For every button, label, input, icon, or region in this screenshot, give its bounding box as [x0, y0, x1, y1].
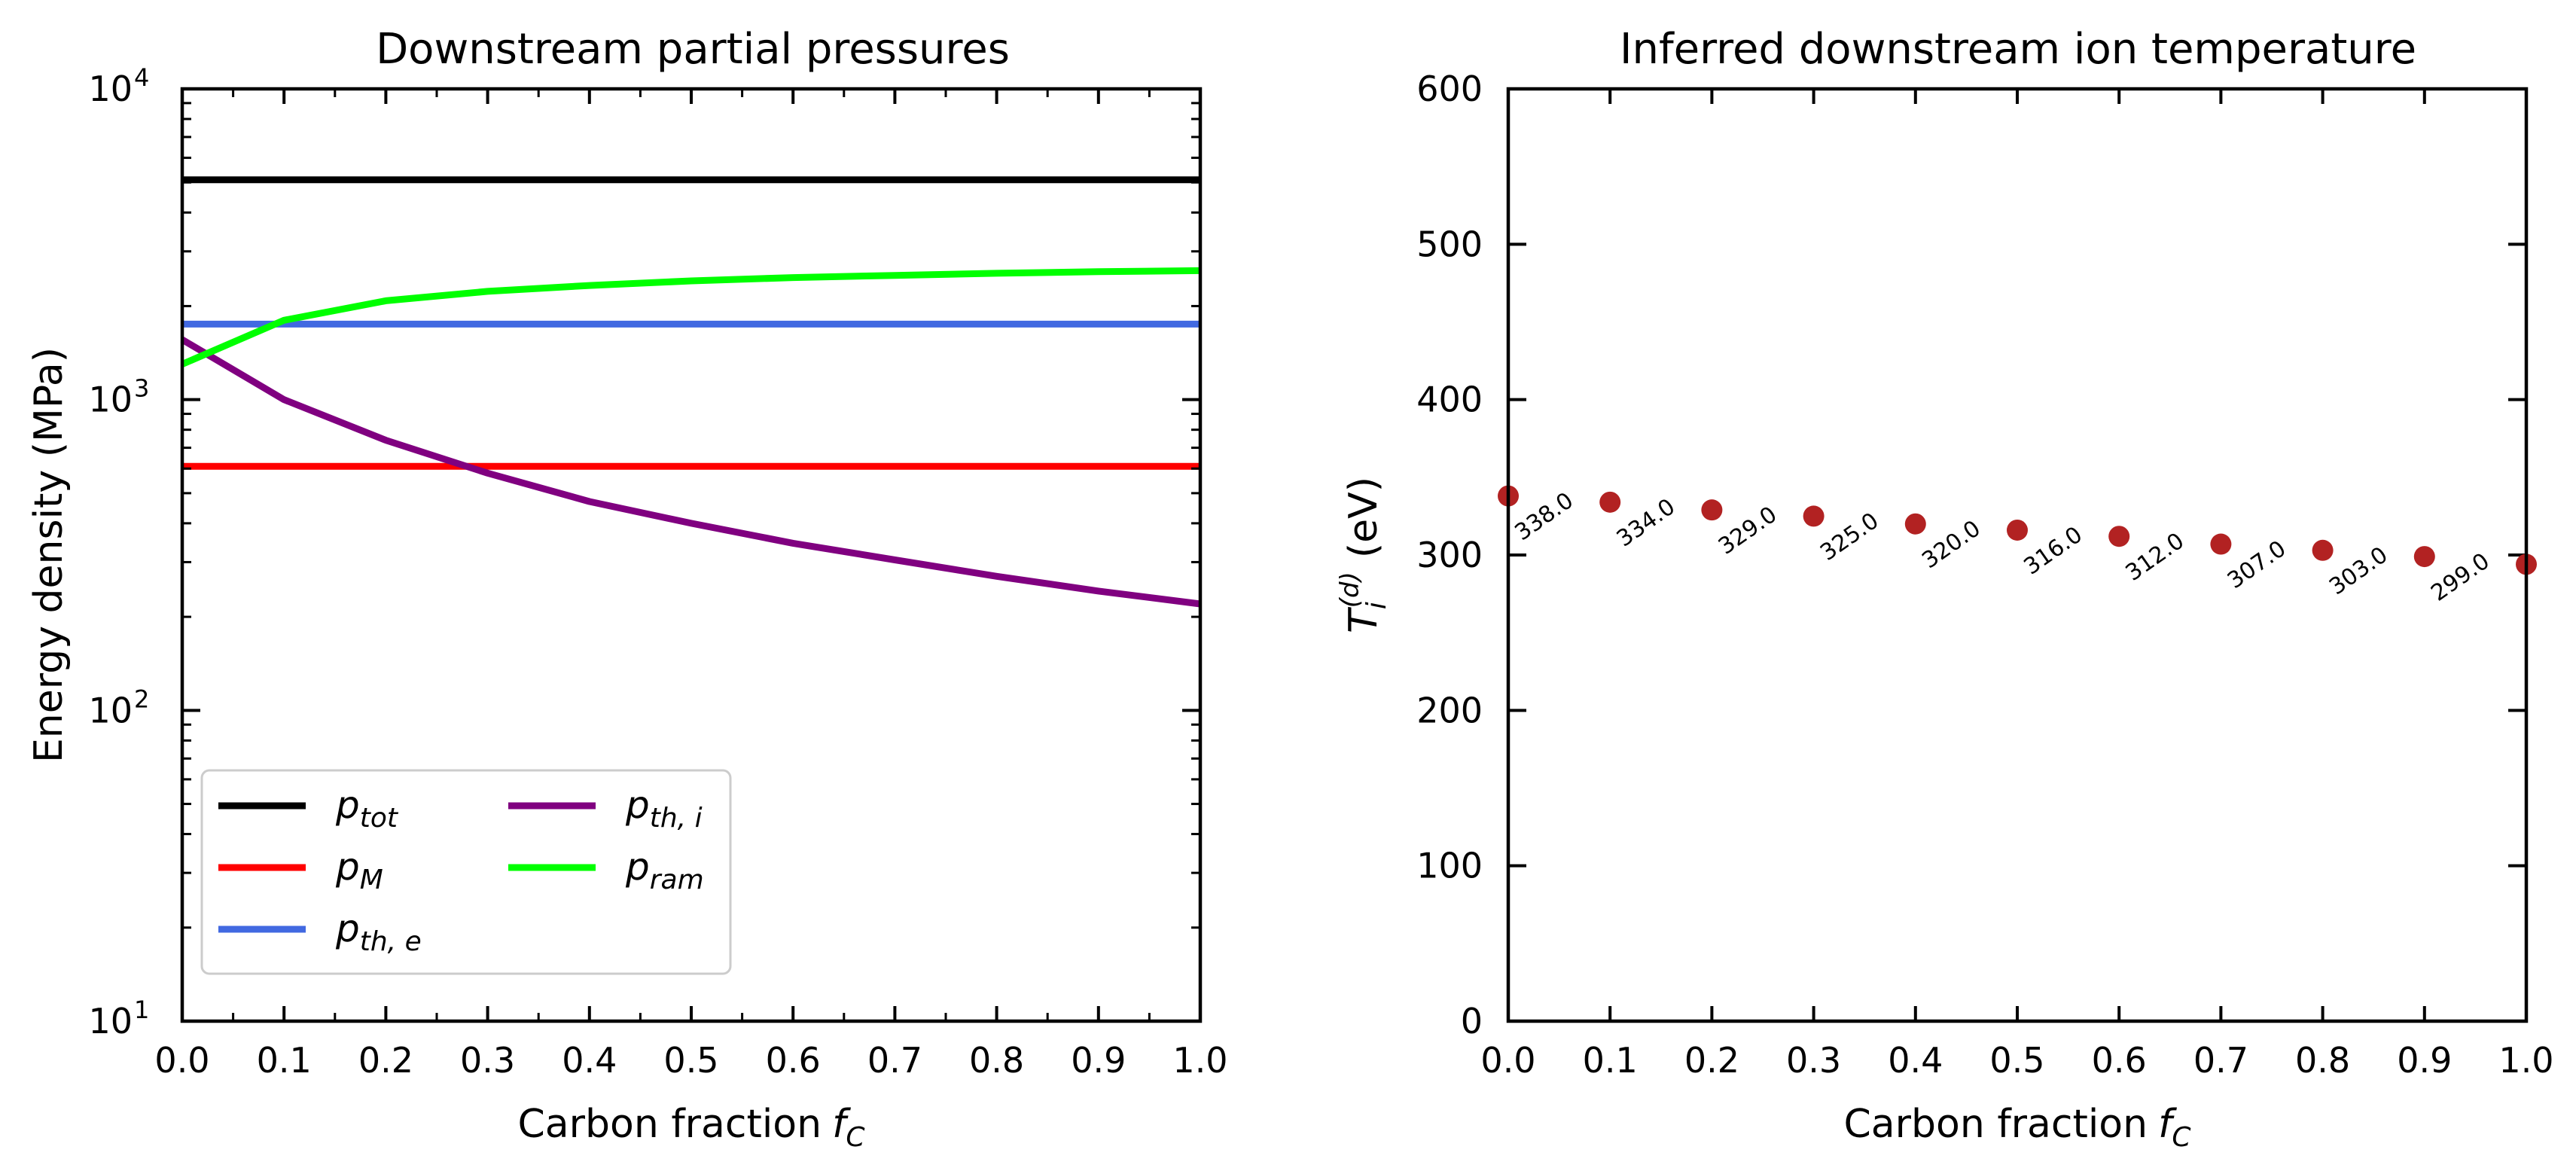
left-chart-frame [180, 87, 1203, 1023]
left-xlabel-text: Carbon fraction [517, 1102, 822, 1147]
right-ylabel-sup: (d) [1335, 572, 1365, 608]
data-label: 303.0 [2324, 541, 2392, 600]
legend-label-main: p [335, 783, 360, 827]
left-x-tick-label: 0.8 [969, 1040, 1024, 1081]
series-line-pram [181, 267, 1201, 367]
left-x-tick-label: 0.3 [460, 1040, 515, 1081]
left-chart-title: Downstream partial pressures [376, 25, 1010, 74]
left-y-tick-label: 10 [88, 690, 133, 730]
data-point [1701, 499, 1723, 521]
legend-label-main: p [625, 845, 650, 889]
right-xlabel-text: Carbon fraction [1843, 1102, 2148, 1147]
legend-label-main: p [625, 783, 650, 827]
right-chart-ylabel: Ti(d) (eV) [1335, 477, 1392, 633]
legend-label-main: p [335, 907, 360, 950]
legend-label-sub: M [360, 865, 383, 895]
left-chart-lines [180, 176, 1201, 608]
data-point [1599, 491, 1621, 513]
legend-label-pram: pram [625, 845, 704, 895]
data-label: 334.0 [1612, 493, 1680, 552]
legend-label-main: p [335, 845, 360, 889]
left-x-tick-label: 0.9 [1071, 1040, 1126, 1081]
left-x-tick-label: 0.6 [766, 1040, 821, 1081]
right-x-tick-label: 0.3 [1786, 1040, 1841, 1081]
left-chart-ylabel: Energy density (MPa) [26, 347, 72, 763]
right-chart-ticks: 0.0 0.1 0.2 0.3 0.4 0.5 0.6 0.7 0.8 0.9 1.0 0 100 200… [1416, 69, 2553, 1081]
data-label: 299.0 [2426, 548, 2494, 607]
data-point [2210, 533, 2232, 555]
right-y-tick-label: 500 [1416, 224, 1483, 264]
data-label: 316.0 [2020, 522, 2087, 581]
data-point [1904, 513, 1926, 535]
right-x-tick-label: 0.0 [1480, 1040, 1535, 1081]
series-line-pthi [180, 337, 1201, 608]
left-chart-xlabel: Carbon fraction fC [517, 1102, 865, 1153]
legend-label-sub: tot [360, 803, 399, 834]
right-x-tick-label: 0.4 [1888, 1040, 1943, 1081]
left-xlabel-sub: C [846, 1122, 865, 1153]
right-y-tick-label: 200 [1416, 690, 1483, 730]
left-y-tick-label: 10 [88, 69, 133, 109]
left-y-tick-exponent: 3 [134, 374, 149, 403]
legend-label-sub: th, e [360, 926, 422, 957]
right-xlabel-sub: C [2172, 1122, 2191, 1153]
data-point [2108, 526, 2130, 547]
legend-label-pthi: pth, i [625, 783, 703, 834]
data-label: 307.0 [2223, 535, 2291, 594]
data-label: 312.0 [2121, 528, 2189, 587]
data-label: 338.0 [1511, 487, 1578, 546]
legend-label-ptot: ptot [335, 783, 399, 834]
right-y-tick-label: 300 [1416, 535, 1483, 575]
right-x-tick-label: 0.1 [1583, 1040, 1638, 1081]
right-y-tick-label: 600 [1416, 69, 1483, 109]
right-chart-frame [1506, 87, 2529, 1023]
legend-box [200, 769, 732, 975]
left-y-tick-label: 10 [88, 380, 133, 420]
data-label: 325.0 [1815, 508, 1883, 566]
right-x-tick-label: 0.8 [2295, 1040, 2350, 1081]
legend-label-sub: th, i [650, 803, 703, 834]
right-y-tick-label: 0 [1461, 1001, 1483, 1041]
data-point [2007, 519, 2028, 541]
right-x-tick-label: 1.0 [2498, 1040, 2553, 1081]
legend-label-pM: pM [335, 845, 383, 895]
left-y-tick-exponent: 1 [134, 996, 149, 1024]
data-point [2312, 539, 2334, 561]
data-label: 320.0 [1917, 515, 1985, 574]
right-x-tick-label: 0.7 [2193, 1040, 2248, 1081]
legend-label-pthe: pth, e [335, 907, 422, 957]
right-ylabel-unit: (eV) [1341, 477, 1386, 558]
legend-label-sub: ram [650, 865, 704, 895]
left-x-tick-label: 0.0 [154, 1040, 209, 1081]
right-y-tick-label: 400 [1416, 380, 1483, 420]
data-point [2413, 546, 2435, 568]
right-chart: Inferred downstream ion temperature 0.0 0… [1335, 25, 2554, 1153]
left-y-tick-exponent: 4 [134, 63, 149, 92]
right-chart-title: Inferred downstream ion temperature [1620, 25, 2416, 74]
left-x-tick-label: 0.1 [257, 1040, 312, 1081]
right-x-tick-label: 0.5 [1989, 1040, 2044, 1081]
left-x-tick-label: 1.0 [1172, 1040, 1227, 1081]
right-chart-data-labels: 338.0 334.0 329.0 325.0 320.0 316.0 312.0 307.0… [1511, 487, 2495, 606]
data-point [1803, 505, 1825, 527]
right-ylabel-symbol: T [1341, 606, 1386, 633]
left-y-tick-exponent: 2 [134, 685, 149, 713]
right-y-tick-label: 100 [1416, 846, 1483, 886]
left-x-tick-label: 0.7 [867, 1040, 922, 1081]
right-x-tick-label: 0.9 [2397, 1040, 2452, 1081]
left-chart: Downstream partial pressures 0.0 0.1 0.2 0.… [26, 25, 1228, 1153]
left-x-tick-label: 0.5 [663, 1040, 718, 1081]
data-label: 329.0 [1714, 502, 1782, 560]
right-x-tick-label: 0.2 [1684, 1040, 1739, 1081]
left-x-tick-label: 0.2 [358, 1040, 413, 1081]
left-y-tick-label: 10 [88, 1001, 133, 1041]
right-ylabel-sub: i [1361, 602, 1392, 609]
right-chart-xlabel: Carbon fraction fC [1843, 1102, 2191, 1153]
left-x-tick-label: 0.4 [562, 1040, 617, 1081]
right-x-tick-label: 0.6 [2092, 1040, 2147, 1081]
